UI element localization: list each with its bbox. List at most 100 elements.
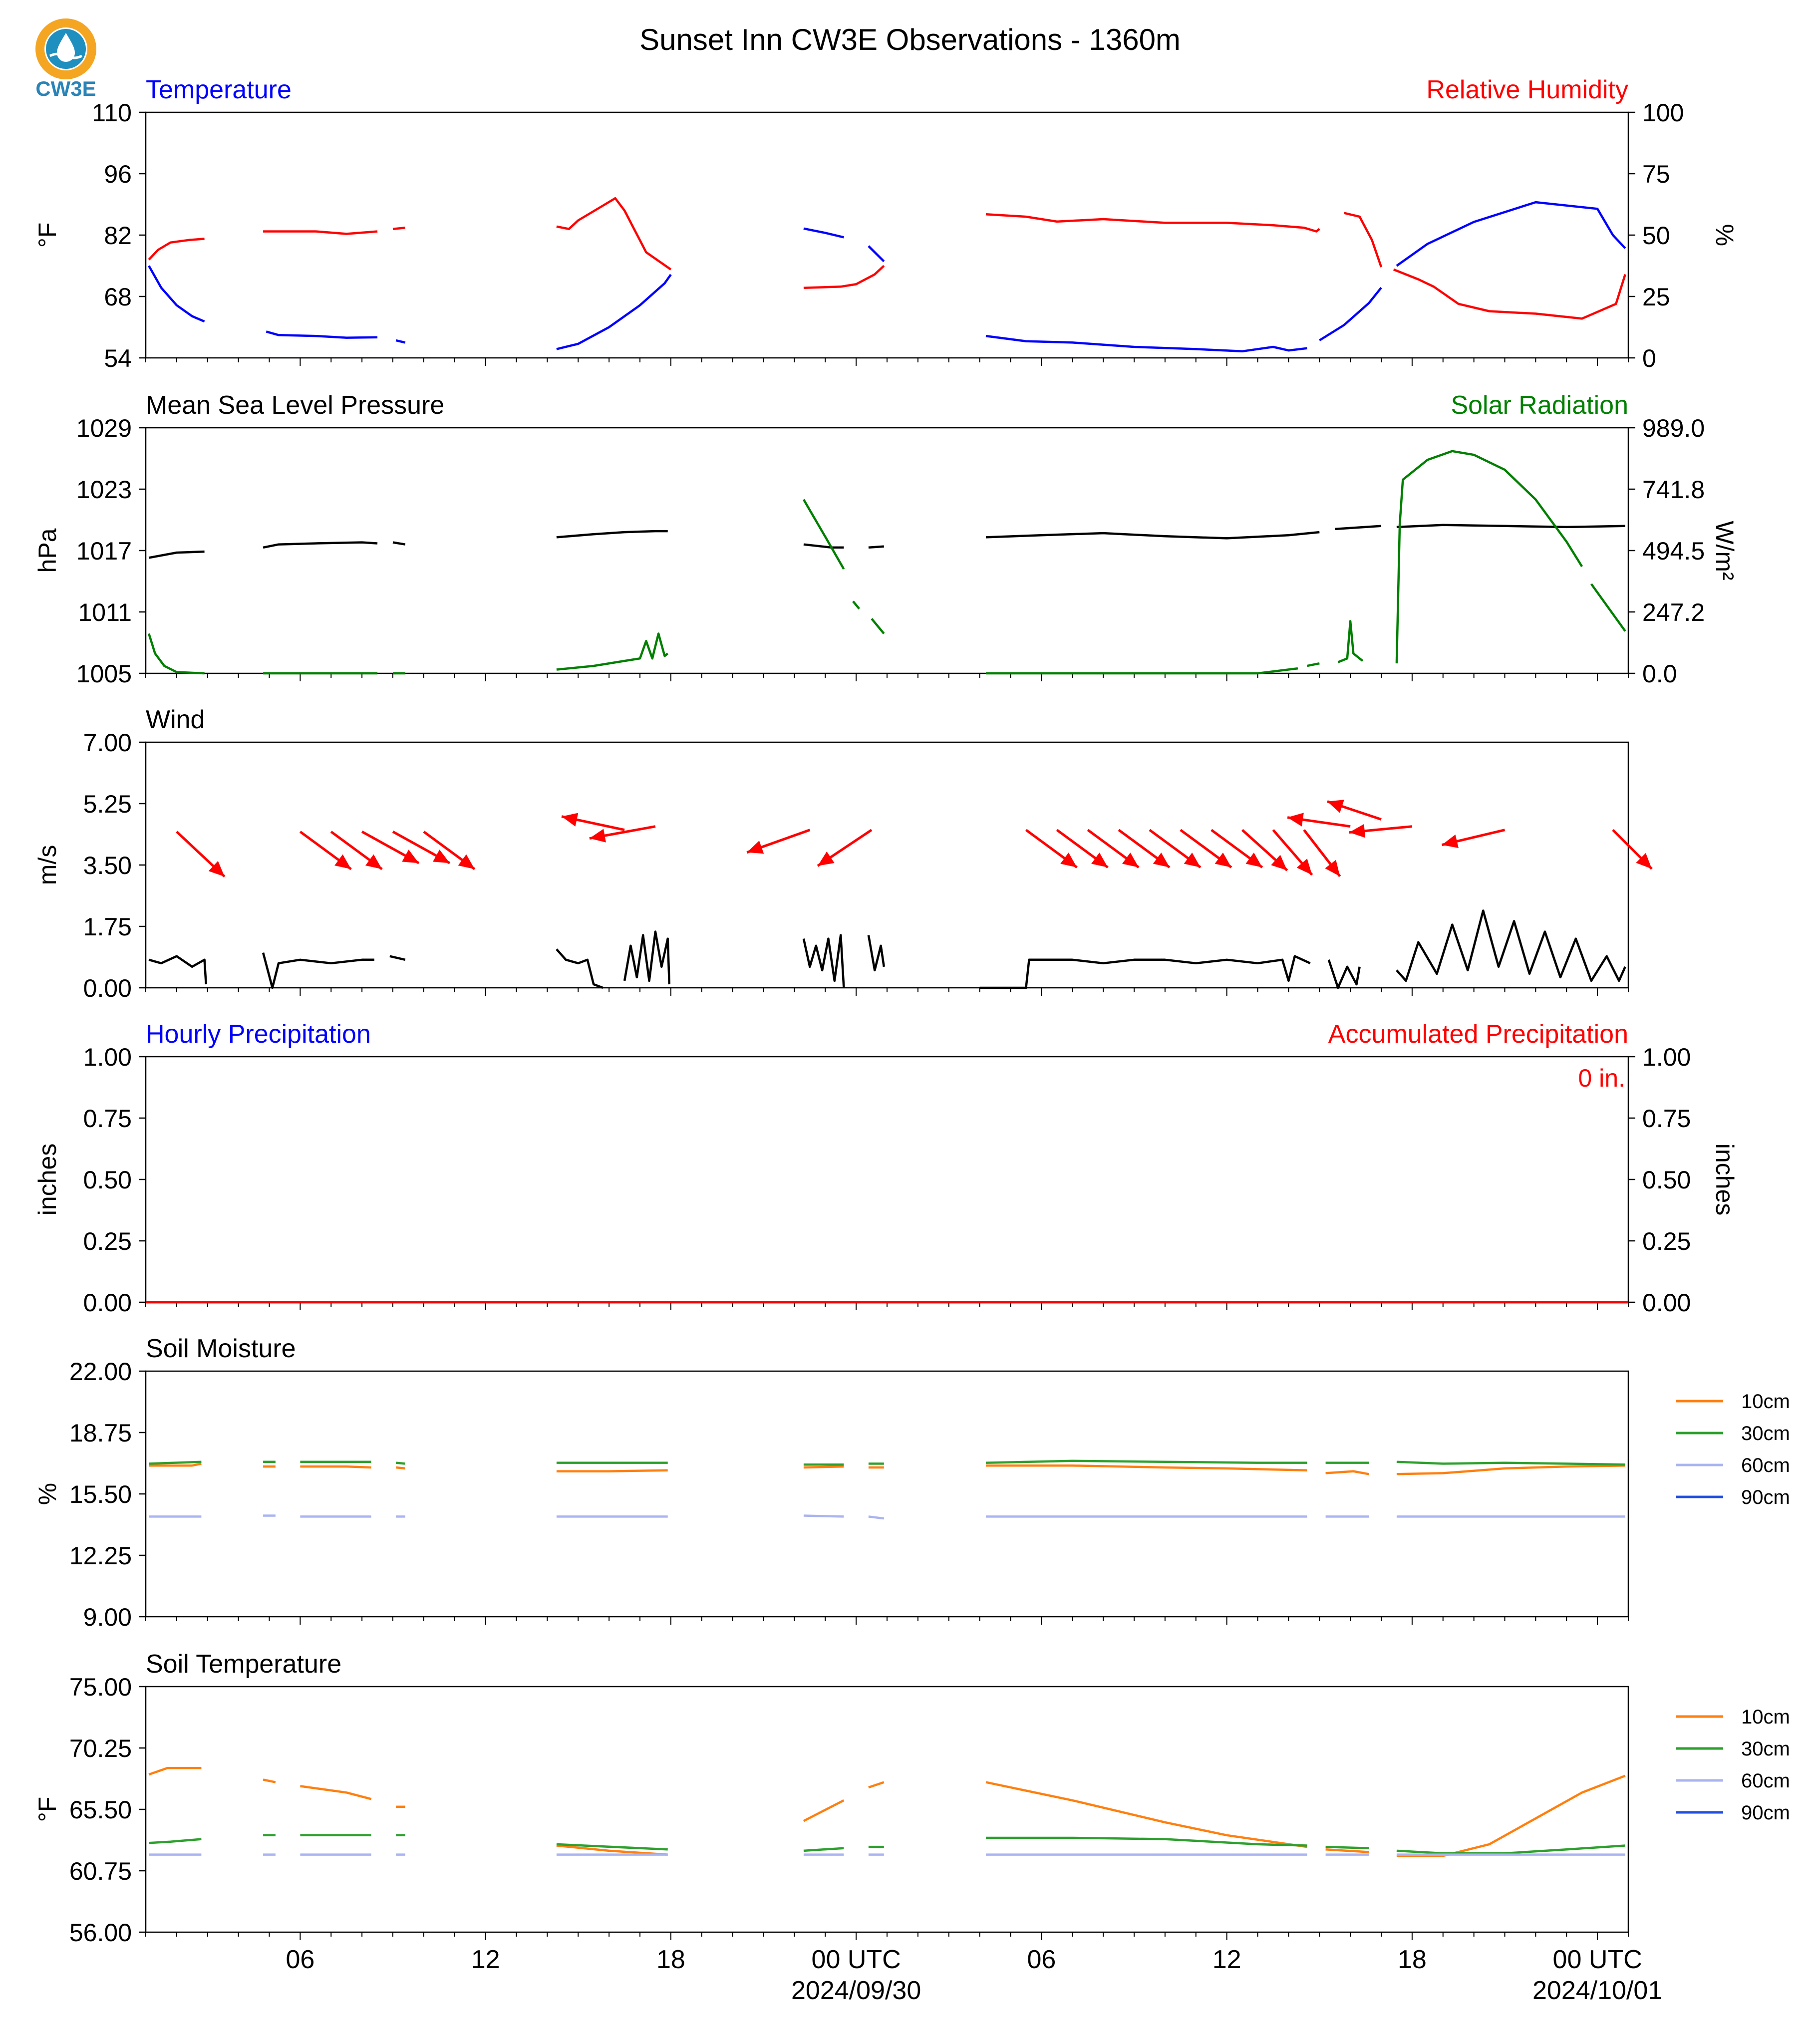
wind-arrow-head: [208, 861, 225, 877]
y-tick-label: 75.00: [69, 1673, 132, 1701]
wind-arrow: [1149, 829, 1202, 869]
y-tick-label: 1011: [78, 598, 132, 626]
series-solar-segment: [871, 618, 885, 634]
series-30cm-segment: [1396, 1844, 1625, 1855]
y-tick-label-right: 100: [1642, 99, 1684, 127]
panel-temperature_rh: Temperature Relative Humidity 54 68 82 96 110 0…: [33, 75, 1739, 372]
series-30cm-segment: [985, 1459, 1307, 1464]
y-axis-label: °F: [33, 1797, 61, 1822]
series-temp-segment: [266, 330, 378, 339]
wind-arrow: [1303, 829, 1341, 877]
series-solar-segment: [986, 667, 1298, 675]
series-wind_speed-segment: [802, 934, 845, 988]
wind-arrow-head: [1287, 813, 1304, 827]
wind-arrow-head: [1214, 853, 1231, 868]
wind-arrow-head: [747, 841, 764, 854]
wind-arrow: [1241, 829, 1288, 871]
y-tick-label: 1005: [76, 660, 132, 688]
y-tick-label: 1017: [76, 537, 132, 565]
y-tick-label-right: 75: [1642, 160, 1670, 188]
y-tick-label-right: 0: [1642, 344, 1656, 372]
logo-text: CW3E: [35, 77, 96, 100]
panel-title-right: Accumulated Precipitation: [1328, 1020, 1628, 1049]
series-temp-segment: [868, 245, 885, 263]
panel-soil_temperature: Soil Temperature 56.00 60.75 65.50 70.25 75.0…: [33, 1650, 1790, 1947]
series-30cm-segment: [803, 1847, 844, 1852]
series-wind_speed-segment: [556, 948, 604, 989]
y-tick-label-right: 247.2: [1642, 598, 1705, 626]
y-tick-label: 3.50: [83, 852, 132, 879]
series-10cm-segment: [803, 1465, 844, 1469]
series-rh-segment: [148, 238, 205, 261]
panel-precipitation: Hourly Precipitation Accumulated Precipit…: [33, 1020, 1739, 1317]
wind-arrow-head: [1296, 859, 1312, 875]
y-tick-label: 5.25: [83, 790, 132, 818]
panel-title-right: Relative Humidity: [1426, 75, 1628, 104]
legend-label: 60cm: [1741, 1770, 1790, 1792]
series-solar-segment: [1337, 620, 1364, 663]
y-tick-label: 1.00: [83, 1043, 132, 1071]
panel-title-left: Wind: [146, 705, 205, 734]
y-axis-label: inches: [33, 1144, 61, 1216]
panel-pressure_solar: Mean Sea Level Pressure Solar Radiation 10…: [33, 391, 1739, 688]
wind-arrow-head: [1271, 855, 1287, 870]
y-tick-label: 12.25: [69, 1542, 132, 1570]
series-solar-segment: [556, 632, 669, 671]
y-tick-label: 56.00: [69, 1919, 132, 1947]
y-tick-label: 65.50: [69, 1796, 132, 1824]
x-tick-label: 00 UTC: [812, 1945, 901, 1974]
wind-arrow-head: [1442, 835, 1459, 849]
wind-arrow: [392, 831, 451, 865]
panel-title-left: Hourly Precipitation: [146, 1020, 371, 1049]
series-mslp-segment: [868, 545, 884, 549]
y-tick-label-right: 0.75: [1642, 1105, 1691, 1133]
wind-arrow-head: [458, 854, 475, 869]
y-axis-label: %: [33, 1483, 61, 1505]
legend-label: 10cm: [1741, 1391, 1790, 1413]
panel-title-left: Temperature: [146, 75, 292, 104]
wind-arrow: [561, 813, 625, 832]
logo-ring: [35, 18, 96, 79]
y-tick-label-right: 0.25: [1642, 1227, 1691, 1255]
wind-arrow-head: [589, 829, 606, 843]
series-mslp-segment: [392, 541, 406, 546]
series-10cm-segment: [148, 1766, 202, 1776]
wind-arrow-head: [1060, 853, 1077, 868]
series-wind_speed-segment: [389, 955, 406, 961]
x-tick-label: 12: [1213, 1945, 1241, 1974]
series-30cm-segment: [395, 1461, 406, 1465]
series-rh-segment: [985, 213, 1320, 233]
series-wind_speed-segment: [1396, 909, 1626, 982]
wind-arrow: [1287, 813, 1351, 828]
wind-arrow: [1087, 829, 1140, 869]
wind-arrow-head: [1245, 853, 1262, 868]
x-tick-date-label: 2024/10/01: [1532, 1976, 1662, 2005]
y-axis-label-right: W/m²: [1711, 521, 1739, 580]
wind-arrow-head: [1636, 853, 1652, 869]
series-30cm-segment: [1325, 1845, 1369, 1849]
series-rh-segment: [803, 265, 885, 290]
cw3e-logo: CW3E: [35, 18, 96, 100]
y-tick-label: 15.50: [69, 1480, 132, 1508]
x-tick-label: 18: [1398, 1945, 1427, 1974]
y-tick-label-right: 50: [1642, 222, 1670, 250]
series-10cm-segment: [149, 1462, 202, 1467]
series-wind_speed-segment: [979, 955, 1311, 989]
legend-label: 10cm: [1741, 1706, 1790, 1728]
wind-arrow: [176, 831, 226, 878]
wind-arrow: [1612, 829, 1653, 870]
y-axis-label: hPa: [33, 528, 61, 573]
y-tick-label-right: 989.0: [1642, 414, 1705, 442]
series-temp-segment: [985, 334, 1307, 353]
series-30cm-segment: [149, 1838, 202, 1844]
wind-arrow: [1441, 829, 1506, 849]
figure-title: Sunset Inn CW3E Observations - 1360m: [639, 23, 1181, 56]
y-tick-label: 9.00: [83, 1603, 132, 1631]
wind-arrow: [423, 831, 476, 870]
accumulated-precip-value: 0 in.: [1578, 1064, 1625, 1092]
x-tick-label: 00 UTC: [1553, 1945, 1642, 1974]
series-wind_speed-segment: [1327, 959, 1361, 989]
y-tick-label: 54: [104, 344, 132, 372]
wind-arrow: [1180, 829, 1232, 869]
